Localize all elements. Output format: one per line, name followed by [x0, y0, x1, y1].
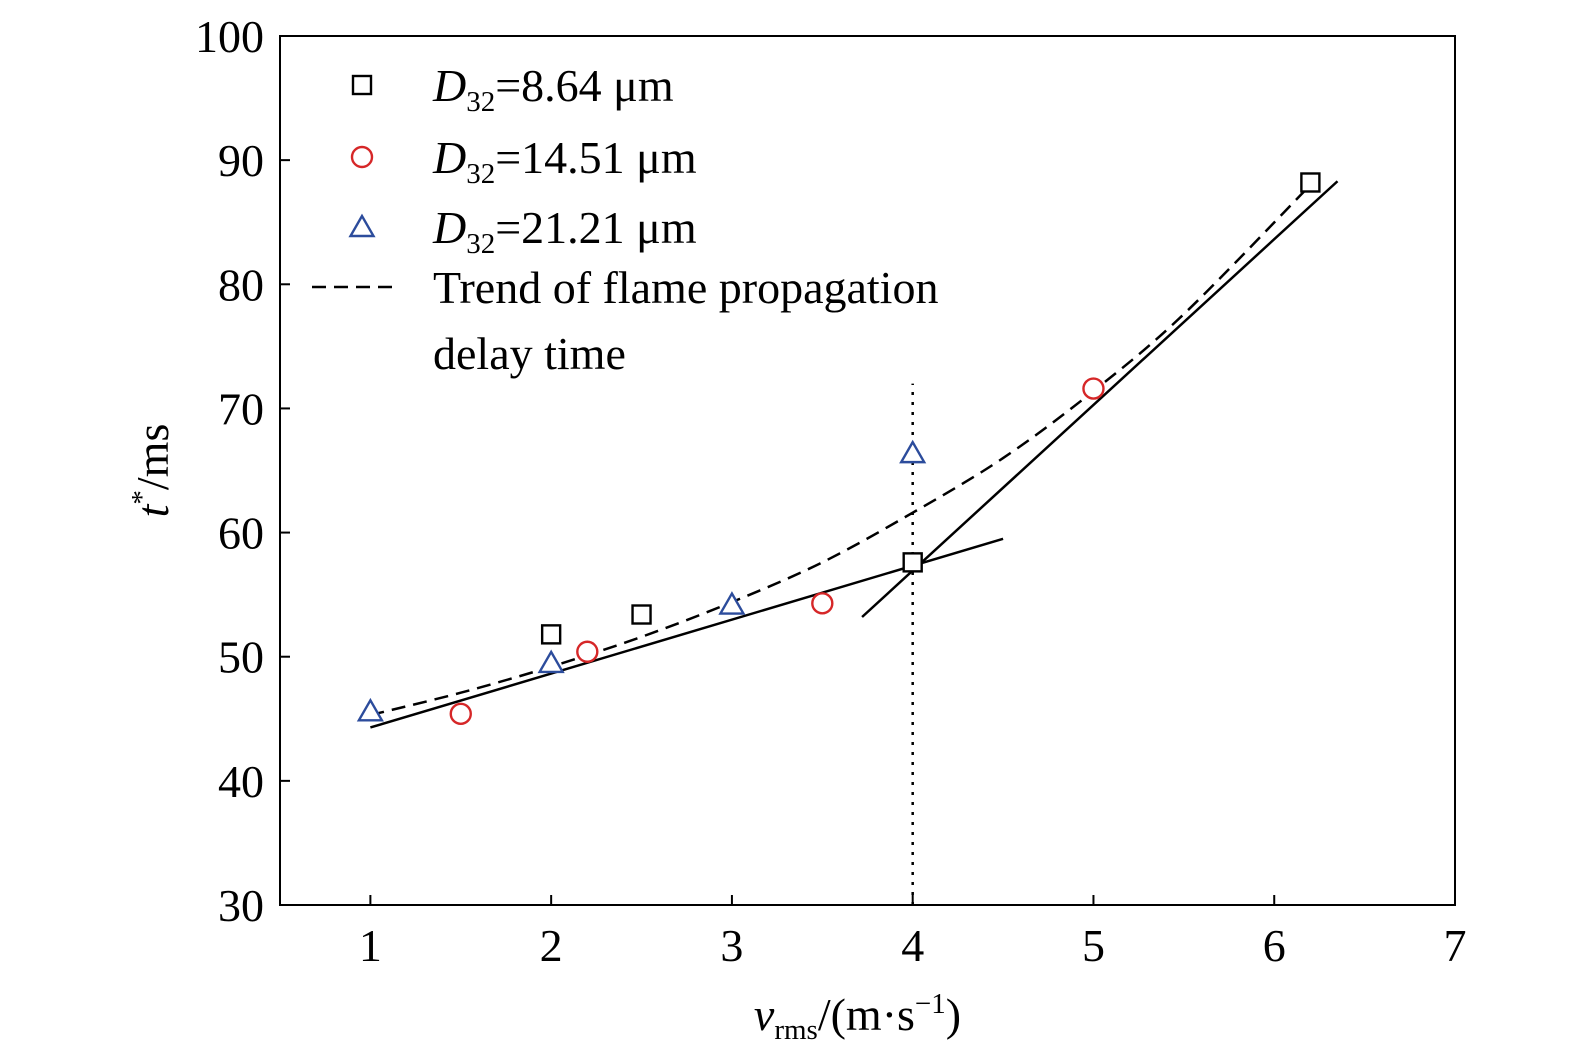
legend-label-sub: 32 [466, 158, 495, 190]
legend-marker-square [351, 74, 373, 96]
legend-label: D32=21.21 μm [432, 202, 697, 260]
legend-marker-triangle [348, 213, 376, 238]
data-point-circle [1082, 377, 1105, 400]
fit-line [861, 180, 1339, 618]
series-circle [449, 377, 1105, 726]
plot-frame [279, 35, 1456, 906]
legend-label-sub: 32 [466, 228, 495, 260]
x-tick-label: 3 [720, 920, 743, 971]
data-point-triangle [356, 697, 384, 722]
y-axis-label-sup: * [126, 490, 158, 505]
x-axis-label-close: ) [946, 989, 961, 1040]
x-axis-label: vrms/(m·s−1) [754, 988, 961, 1046]
x-axis-label-rest: /(m·s [818, 989, 915, 1040]
ticks-layer: 1 2 3 4 5 6 7 30 40 50 60 70 80 90 100 [195, 11, 1467, 971]
y-tick-label: 80 [218, 259, 264, 310]
x-tick-label: 4 [901, 920, 924, 971]
data-point-triangle [718, 591, 746, 615]
legend-label-sub: 32 [466, 86, 495, 118]
legend-marker-circle [350, 145, 374, 169]
y-tick-label: 90 [218, 135, 264, 186]
data-point-square [1300, 172, 1321, 193]
legend-label-rest: =21.21 μm [495, 202, 697, 253]
data-point-square [631, 604, 652, 625]
plot-layer [356, 172, 1339, 905]
y-tick-label: 60 [218, 508, 264, 559]
y-axis-label-main: t [127, 503, 178, 517]
data-point-circle [576, 640, 599, 663]
x-tick-label: 5 [1082, 920, 1105, 971]
series-square [540, 172, 1321, 645]
y-axis-label-rest: /ms [127, 424, 178, 490]
data-point-circle [449, 702, 472, 726]
y-tick-label: 40 [218, 756, 264, 807]
legend-label-main: D [432, 202, 466, 253]
data-point-circle [811, 592, 834, 615]
legend-label: D32=8.64 μm [432, 60, 674, 118]
x-tick-label: 6 [1263, 920, 1286, 971]
y-axis-label: t*/ms [126, 424, 178, 518]
legend-trend-label: Trend of flame propagation [433, 262, 938, 313]
legend-label-rest: =8.64 μm [495, 60, 674, 111]
series-triangle [356, 439, 927, 722]
data-point-square [540, 624, 562, 645]
y-tick-label: 70 [218, 383, 264, 434]
legend-label-main: D [432, 60, 466, 111]
x-tick-label: 1 [359, 920, 382, 971]
x-tick-label: 7 [1444, 920, 1467, 971]
data-point-triangle [899, 439, 927, 464]
data-point-square [902, 552, 923, 573]
x-axis-label-sub: rms [774, 1014, 818, 1046]
y-tick-label: 30 [218, 880, 264, 931]
trend-line [370, 184, 1312, 717]
y-tick-label: 50 [218, 632, 264, 683]
x-axis-label-sup: −1 [915, 988, 946, 1020]
data-point-triangle [537, 649, 565, 674]
x-axis-label-main: v [754, 989, 775, 1040]
fit-line [370, 537, 1004, 729]
x-tick-label: 2 [540, 920, 563, 971]
legend-label-rest: =14.51 μm [495, 132, 697, 183]
legend-trend-label: delay time [433, 328, 626, 379]
legend-label: D32=14.51 μm [432, 132, 697, 190]
y-tick-label: 100 [195, 11, 264, 62]
legend-label-main: D [432, 132, 466, 183]
